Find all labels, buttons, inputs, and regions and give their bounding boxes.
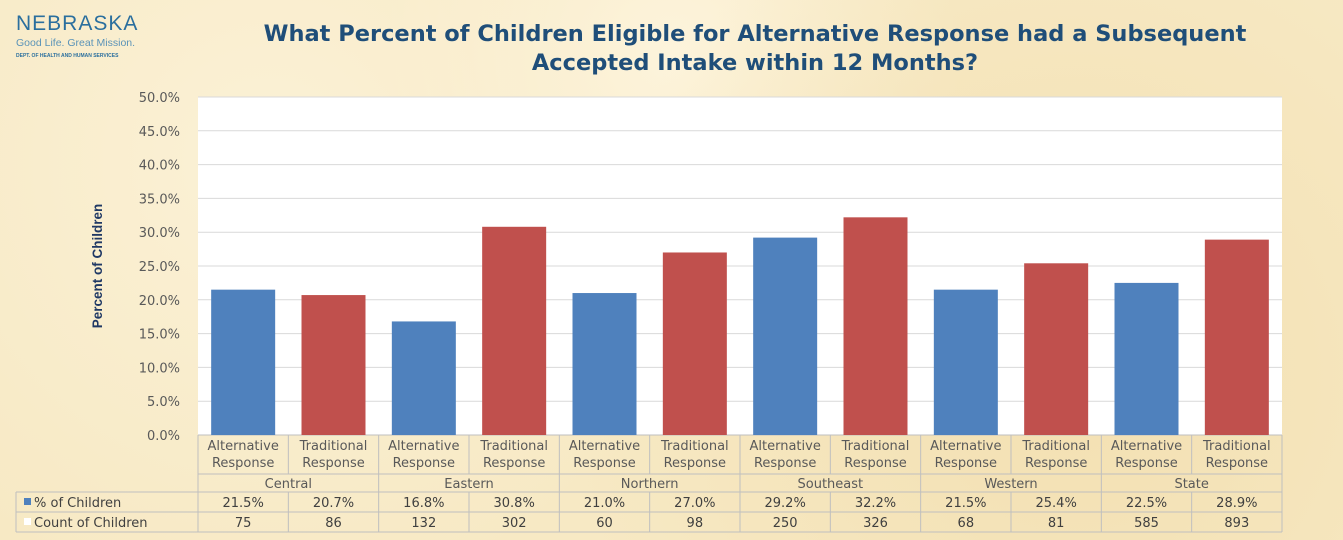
table-cell: 585 <box>1134 516 1159 531</box>
logo-name: NEBRASKA <box>16 12 139 35</box>
legend-swatch <box>24 498 31 505</box>
x-category-label: Alternative <box>569 439 640 454</box>
bar-alternative-response <box>1114 282 1179 435</box>
table-cell: 22.5% <box>1126 496 1167 511</box>
table-cell: 86 <box>325 516 342 531</box>
table-cell: 21.0% <box>584 496 625 511</box>
table-cell: 20.7% <box>313 496 354 511</box>
x-category-label: Response <box>754 456 816 471</box>
y-tick-label: 25.0% <box>139 260 180 275</box>
x-group-label: Eastern <box>444 477 493 492</box>
x-category-label: Traditional <box>1202 439 1271 454</box>
y-tick-label: 15.0% <box>139 328 180 343</box>
y-tick-label: 40.0% <box>139 159 180 174</box>
x-category-label: Traditional <box>660 439 729 454</box>
bar-alternative-response <box>753 237 818 435</box>
y-tick-label: 0.0% <box>147 429 180 444</box>
bar-traditional-response <box>1024 263 1089 435</box>
x-category-label: Traditional <box>479 439 548 454</box>
nebraska-logo: NEBRASKA Good Life. Great Mission. DEPT.… <box>16 12 156 59</box>
table-cell: 27.0% <box>674 496 715 511</box>
x-category-label: Traditional <box>299 439 368 454</box>
table-cell: 32.2% <box>855 496 896 511</box>
x-category-label: Alternative <box>750 439 821 454</box>
table-cell: 893 <box>1224 516 1249 531</box>
table-cell: 302 <box>502 516 527 531</box>
chart-title: What Percent of Children Eligible for Al… <box>200 20 1310 78</box>
x-category-label: Alternative <box>388 439 459 454</box>
x-group-label: Western <box>984 477 1037 492</box>
table-cell: 75 <box>235 516 252 531</box>
chart-title-line1: What Percent of Children Eligible for Al… <box>263 21 1247 47</box>
x-category-label: Response <box>1115 456 1177 471</box>
bar-traditional-response <box>301 295 366 435</box>
table-cell: 98 <box>687 516 704 531</box>
y-tick-label: 5.0% <box>147 395 180 410</box>
y-tick-label: 20.0% <box>139 294 180 309</box>
x-category-label: Response <box>483 456 545 471</box>
y-tick-label: 35.0% <box>139 192 180 207</box>
x-category-label: Response <box>844 456 906 471</box>
x-category-label: Alternative <box>208 439 279 454</box>
y-tick-label: 45.0% <box>139 125 180 140</box>
logo-tagline: Good Life. Great Mission. <box>16 37 136 49</box>
bar-alternative-response <box>933 289 998 435</box>
table-cell: 326 <box>863 516 888 531</box>
bar-traditional-response <box>1204 239 1269 435</box>
table-cell: 81 <box>1048 516 1065 531</box>
y-tick-label: 10.0% <box>139 361 180 376</box>
legend-swatch <box>24 518 31 525</box>
y-tick-label: 30.0% <box>139 226 180 241</box>
table-cell: 30.8% <box>494 496 535 511</box>
table-cell: 250 <box>773 516 798 531</box>
x-category-label: Response <box>573 456 635 471</box>
bar-traditional-response <box>662 252 727 435</box>
x-category-label: Response <box>935 456 997 471</box>
table-cell: 60 <box>596 516 613 531</box>
x-category-label: Traditional <box>1021 439 1090 454</box>
x-category-label: Response <box>212 456 274 471</box>
chart-title-line2: Accepted Intake within 12 Months? <box>531 50 979 76</box>
x-group-label: Southeast <box>798 477 864 492</box>
table-cell: 25.4% <box>1036 496 1077 511</box>
x-category-label: Alternative <box>930 439 1001 454</box>
table-cell: 21.5% <box>223 496 264 511</box>
x-category-label: Response <box>1025 456 1087 471</box>
table-cell: 29.2% <box>765 496 806 511</box>
logo-dept: DEPT. OF HEALTH AND HUMAN SERVICES <box>16 53 119 59</box>
table-cell: 68 <box>958 516 975 531</box>
x-group-label: Central <box>265 477 312 492</box>
x-category-label: Response <box>1206 456 1268 471</box>
y-axis-label: Percent of Children <box>90 204 105 329</box>
x-category-label: Response <box>302 456 364 471</box>
x-category-label: Traditional <box>841 439 910 454</box>
table-row-name: % of Children <box>34 496 121 511</box>
table-cell: 28.9% <box>1216 496 1257 511</box>
x-category-label: Response <box>664 456 726 471</box>
table-cell: 132 <box>411 516 436 531</box>
bar-traditional-response <box>482 226 547 435</box>
table-row-name: Count of Children <box>34 516 148 531</box>
bar-traditional-response <box>843 217 908 435</box>
x-category-label: Response <box>393 456 455 471</box>
y-tick-label: 50.0% <box>139 91 180 106</box>
x-group-label: State <box>1174 477 1208 492</box>
bar-alternative-response <box>211 289 276 435</box>
table-cell: 16.8% <box>403 496 444 511</box>
x-category-label: Alternative <box>1111 439 1182 454</box>
x-group-label: Northern <box>621 477 679 492</box>
bar-alternative-response <box>391 321 456 435</box>
bar-alternative-response <box>572 293 637 435</box>
table-cell: 21.5% <box>945 496 986 511</box>
